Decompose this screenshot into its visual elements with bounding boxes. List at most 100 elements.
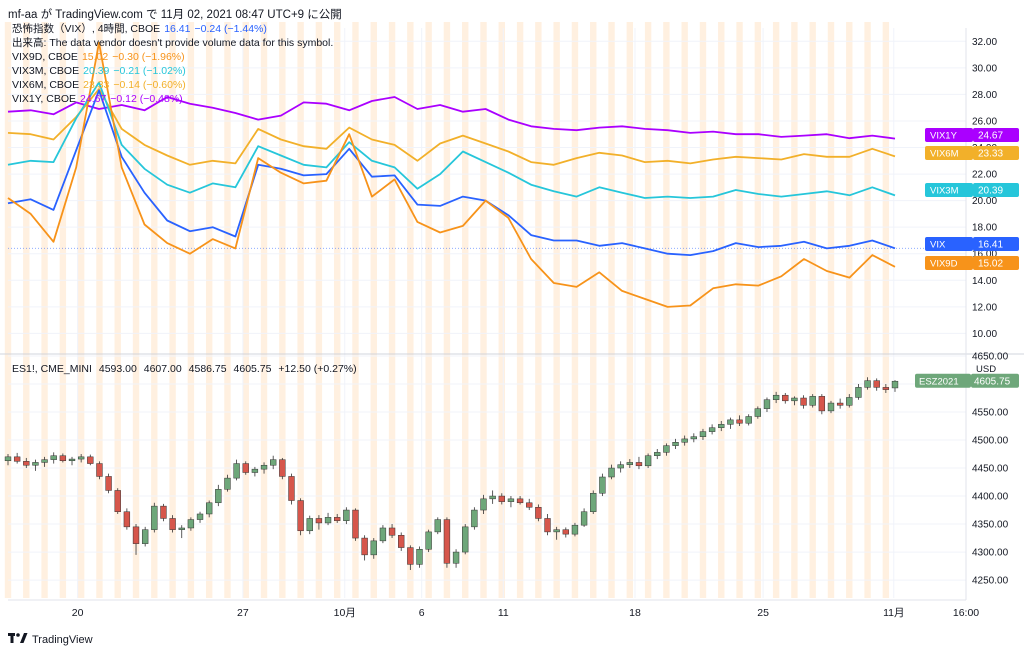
candle-body[interactable] (352, 509, 359, 539)
candle-body[interactable] (608, 467, 615, 478)
candle-body[interactable] (635, 462, 643, 467)
candle-body[interactable] (882, 387, 890, 390)
candle-body[interactable] (864, 380, 871, 388)
candle-body[interactable] (68, 458, 76, 462)
candle-body[interactable] (196, 513, 204, 520)
candle-body[interactable] (699, 431, 707, 437)
legend-row[interactable]: VIX3M, CBOE 20.39 −0.21 (−1.02%) (12, 64, 337, 78)
candle-body[interactable] (690, 436, 698, 440)
candle-body[interactable] (672, 442, 679, 446)
candle-body[interactable] (160, 505, 167, 519)
candle-body[interactable] (224, 477, 231, 490)
series-line-vix6m[interactable] (7, 88, 896, 166)
candle-body[interactable] (379, 527, 387, 542)
candle-body[interactable] (260, 464, 268, 470)
legend-row[interactable]: VIX9D, CBOE 15.02 −0.30 (−1.96%) (12, 50, 337, 64)
candle-body[interactable] (279, 459, 286, 477)
legend-row[interactable]: 恐怖指数（VIX）, 4時間, CBOE 16.41 −0.24 (−1.44%) (12, 22, 337, 36)
legend-row[interactable]: 出来高: The data vendor doesn't provide vol… (12, 36, 337, 50)
candle-body[interactable] (772, 394, 780, 400)
candle-body[interactable] (827, 402, 835, 412)
candle-body[interactable] (544, 518, 551, 533)
candle-body[interactable] (4, 456, 12, 462)
candle-body[interactable] (873, 380, 880, 388)
series-line-vix9d[interactable] (7, 41, 896, 308)
candle-body[interactable] (187, 519, 195, 529)
candle-body[interactable] (681, 438, 688, 443)
candle-body[interactable] (462, 526, 469, 553)
candle-body[interactable] (96, 463, 103, 477)
candle-body[interactable] (13, 456, 21, 462)
candle-body[interactable] (663, 445, 670, 453)
candle-body[interactable] (388, 527, 396, 536)
candle-body[interactable] (590, 492, 597, 512)
candle-body[interactable] (626, 462, 633, 465)
candle-body[interactable] (87, 456, 94, 464)
candle-body[interactable] (242, 463, 249, 473)
candle-body[interactable] (434, 519, 441, 533)
candle-body[interactable] (800, 397, 807, 406)
candle-body[interactable] (315, 518, 323, 524)
candle-body[interactable] (507, 498, 515, 502)
candle-body[interactable] (836, 402, 844, 406)
candle-body[interactable] (288, 476, 295, 501)
candle-body[interactable] (644, 455, 652, 467)
candle-body[interactable] (205, 502, 213, 515)
candle-body[interactable] (370, 540, 377, 556)
candle-body[interactable] (324, 517, 332, 524)
candle-body[interactable] (580, 511, 588, 526)
candle-body[interactable] (425, 531, 432, 550)
candle-body[interactable] (114, 490, 121, 512)
candle-body[interactable] (498, 495, 505, 502)
candle-body[interactable] (562, 529, 569, 535)
candle-body[interactable] (846, 397, 853, 406)
candle-body[interactable] (361, 537, 368, 556)
candle-body[interactable] (32, 462, 39, 466)
candle-body[interactable] (398, 535, 405, 548)
candle-body[interactable] (718, 424, 725, 428)
candle-body[interactable] (407, 547, 414, 565)
candle-body[interactable] (727, 419, 734, 425)
series-line-vix1y[interactable] (7, 96, 896, 140)
candle-body[interactable] (141, 529, 149, 544)
candle-body[interactable] (123, 511, 131, 528)
candle-body[interactable] (489, 495, 496, 500)
candle-body[interactable] (215, 489, 222, 504)
candle-body[interactable] (169, 518, 176, 530)
candle-body[interactable] (654, 452, 661, 456)
candle-body[interactable] (516, 498, 524, 504)
candle-body[interactable] (791, 397, 798, 402)
candle-body[interactable] (443, 519, 451, 564)
tradingview-logo-icon[interactable] (8, 632, 28, 647)
candle-body[interactable] (471, 509, 478, 528)
candle-body[interactable] (41, 459, 48, 463)
candle-body[interactable] (270, 459, 277, 466)
candle-body[interactable] (571, 524, 579, 535)
candle-body[interactable] (178, 527, 185, 530)
candle-body[interactable] (233, 463, 240, 479)
candle-body[interactable] (452, 551, 460, 564)
candle-body[interactable] (23, 461, 30, 466)
candle-body[interactable] (132, 526, 140, 544)
candle-body[interactable] (535, 507, 542, 519)
legend-row[interactable]: VIX6M, CBOE 23.33 −0.14 (−0.60%) (12, 78, 337, 92)
candle-body[interactable] (708, 427, 716, 432)
candle-body[interactable] (736, 419, 743, 424)
candle-body[interactable] (818, 396, 826, 412)
candle-body[interactable] (754, 408, 762, 417)
candle-body[interactable] (59, 455, 67, 462)
candle-body[interactable] (891, 380, 899, 389)
candle-body[interactable] (526, 502, 533, 508)
candle-body[interactable] (763, 399, 771, 409)
series-line-vix[interactable] (7, 89, 896, 257)
candle-body[interactable] (77, 456, 85, 460)
candle-body[interactable] (297, 500, 304, 532)
candle-body[interactable] (306, 518, 313, 532)
candle-body[interactable] (745, 416, 752, 424)
series-line-vix3m[interactable] (7, 81, 896, 199)
candle-body[interactable] (251, 468, 259, 473)
candle-body[interactable] (480, 498, 487, 511)
candle-body[interactable] (855, 387, 862, 398)
candle-body[interactable] (809, 396, 816, 406)
